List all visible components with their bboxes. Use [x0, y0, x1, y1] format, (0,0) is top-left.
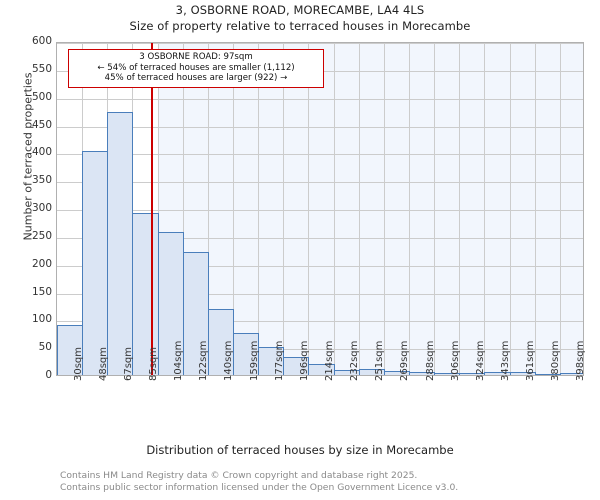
x-tick-label-48sqm: 48sqm	[97, 346, 109, 381]
gridline-x-9	[283, 43, 284, 375]
x-tick-label-288sqm: 288sqm	[424, 340, 436, 381]
y-tick-label-300: 300	[31, 202, 52, 214]
y-axis-ticks: 0 50 100 150 200 250 300 350 400 450 500 550 600	[0, 0, 52, 500]
gridline-y-600	[57, 43, 583, 44]
y-tick-label-0: 0	[45, 369, 52, 381]
y-tick-label-250: 250	[31, 229, 52, 242]
footer-line-2: Contains public sector information licen…	[60, 481, 459, 493]
y-tick-label-50: 50	[38, 341, 52, 354]
y-tick-label-500: 500	[31, 90, 52, 103]
x-tick-label-85sqm: 85sqm	[148, 346, 159, 381]
property-annotation-box: 3 OSBORNE ROAD: 97sqm ← 54% of terraced …	[68, 49, 324, 88]
gridline-x-13	[384, 43, 385, 375]
annotation-line-3: 45% of terraced houses are larger (922) …	[104, 73, 288, 84]
gridline-x-11	[334, 43, 335, 375]
x-tick-label-398sqm: 398sqm	[575, 340, 587, 381]
bar-214sqm	[308, 364, 335, 375]
x-tick-label-140sqm: 140sqm	[223, 340, 235, 381]
y-tick-label-200: 200	[31, 257, 52, 270]
x-tick-label-251sqm: 251sqm	[374, 340, 386, 381]
gridline-y-250	[57, 237, 583, 239]
gridline-x-4	[158, 43, 159, 375]
footer-attribution: Contains HM Land Registry data © Crown c…	[60, 470, 580, 493]
x-tick-label-324sqm: 324sqm	[474, 340, 486, 381]
gridline-x-10	[308, 43, 309, 375]
x-tick-label-30sqm: 30sqm	[72, 346, 84, 381]
gridline-x-14	[409, 43, 410, 375]
y-tick-label-600: 600	[31, 35, 52, 47]
x-tick-label-232sqm: 232sqm	[349, 340, 361, 381]
bar-122sqm	[183, 251, 209, 375]
gridline-x-19	[535, 43, 536, 375]
y-tick-label-150: 150	[31, 285, 52, 298]
gridline-y-100	[57, 321, 583, 323]
bar-398sqm	[560, 372, 583, 375]
footer-line-1: Contains HM Land Registry data © Crown c…	[60, 470, 418, 481]
property-size-marker-line	[150, 43, 153, 375]
annotation-line-1: 3 OSBORNE ROAD: 97sqm	[139, 52, 253, 62]
y-tick-label-450: 450	[31, 118, 52, 131]
gridline-x-5	[183, 43, 184, 375]
gridline-x-15	[434, 43, 435, 375]
y-tick-label-350: 350	[31, 174, 52, 187]
x-tick-label-104sqm: 104sqm	[173, 340, 185, 381]
gridline-x-12	[359, 43, 360, 375]
plot-area	[56, 42, 584, 376]
x-tick-label-361sqm: 361sqm	[525, 340, 537, 381]
gridline-x-18	[510, 43, 511, 375]
x-tick-label-177sqm: 177sqm	[273, 340, 285, 381]
gridline-y-500	[57, 98, 583, 100]
gridline-y-450	[57, 126, 583, 128]
bar-48sqm	[82, 150, 108, 375]
gridline-y-200	[57, 265, 583, 267]
gridline-x-20	[560, 43, 561, 375]
x-tick-label-306sqm: 306sqm	[449, 340, 461, 381]
gridline-y-400	[57, 154, 583, 156]
gridline-x-8	[258, 43, 259, 375]
x-tick-label-269sqm: 269sqm	[399, 340, 411, 381]
gridline-y-350	[57, 182, 583, 184]
x-tick-label-214sqm: 214sqm	[324, 340, 335, 381]
x-tick-label-122sqm: 122sqm	[198, 340, 210, 381]
x-tick-label-196sqm: 196sqm	[298, 340, 310, 381]
x-tick-label-343sqm: 343sqm	[500, 340, 511, 381]
gridline-x-6	[208, 43, 209, 375]
gridline-y-300	[57, 210, 583, 211]
gridline-x-7	[233, 43, 234, 375]
gridline-y-50	[57, 349, 583, 351]
y-tick-label-400: 400	[31, 146, 52, 159]
gridline-y-150	[57, 293, 583, 295]
y-tick-label-550: 550	[31, 62, 52, 75]
bar-67sqm	[107, 111, 133, 375]
x-tick-label-380sqm: 380sqm	[550, 340, 562, 381]
page-title: 3, OSBORNE ROAD, MORECAMBE, LA4 4LS	[175, 3, 425, 17]
x-tick-label-67sqm: 67sqm	[122, 346, 134, 381]
gridline-x-17	[484, 43, 485, 375]
annotation-line-2: ← 54% of terraced houses are smaller (1,…	[97, 62, 295, 73]
page-subtitle: Size of property relative to terraced ho…	[129, 19, 471, 33]
y-tick-label-100: 100	[31, 313, 52, 326]
x-tick-label-159sqm: 159sqm	[248, 340, 260, 381]
gridline-x-16	[459, 43, 460, 375]
x-axis-label: Distribution of terraced houses by size …	[146, 443, 454, 457]
